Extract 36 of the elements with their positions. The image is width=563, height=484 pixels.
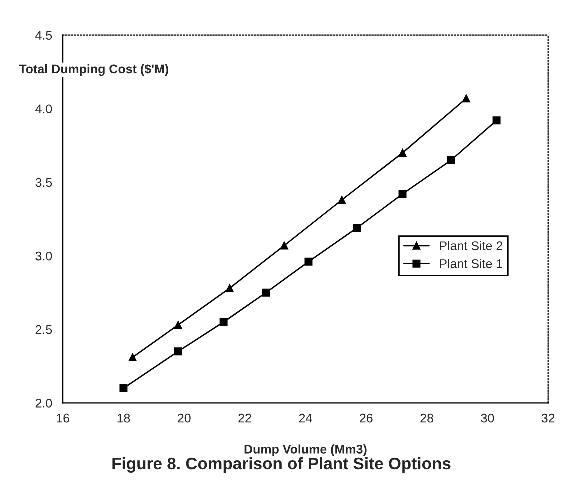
x-tick-label: 18 bbox=[118, 414, 130, 423]
point bbox=[462, 94, 470, 103]
point bbox=[398, 149, 407, 158]
y-tick-label: 3.5 bbox=[36, 178, 52, 188]
point bbox=[226, 284, 234, 292]
x-tick-label: 16 bbox=[57, 414, 70, 423]
legend-label: Plant Site 1 bbox=[440, 259, 503, 268]
y-tick-label: 3.0 bbox=[36, 252, 52, 261]
x-tick-label: 30 bbox=[481, 414, 494, 423]
x-tick-label: 20 bbox=[178, 414, 191, 423]
x-tick-label: 22 bbox=[238, 414, 252, 423]
y-tick-label: 2.0 bbox=[36, 398, 52, 408]
y-tick-label: 4.5 bbox=[36, 31, 52, 40]
point bbox=[280, 242, 288, 250]
point bbox=[262, 288, 270, 297]
point bbox=[353, 224, 362, 232]
point bbox=[174, 321, 182, 330]
y-tick-label: 4.0 bbox=[36, 104, 52, 114]
y-axis-title: Total Dumping Cost ($'M) bbox=[19, 64, 168, 76]
x-tick-label: 28 bbox=[420, 414, 434, 423]
point bbox=[447, 156, 456, 164]
y-tick-label: 2.5 bbox=[36, 325, 52, 334]
x-tick-label: 26 bbox=[360, 414, 373, 423]
point bbox=[304, 258, 313, 266]
legend-label: Plant Site 2 bbox=[440, 241, 503, 250]
x-tick-label: 32 bbox=[542, 414, 555, 423]
point bbox=[338, 196, 346, 204]
point bbox=[120, 384, 128, 392]
text: Figure 8. Comparison of Plant Site Options bbox=[112, 457, 451, 474]
point bbox=[128, 354, 137, 362]
x-axis-title: Dump Volume (Mm3) bbox=[244, 444, 367, 456]
point bbox=[492, 116, 501, 125]
point bbox=[398, 190, 407, 198]
point bbox=[220, 318, 228, 326]
point bbox=[174, 348, 182, 356]
x-tick-label: 24 bbox=[299, 414, 312, 423]
